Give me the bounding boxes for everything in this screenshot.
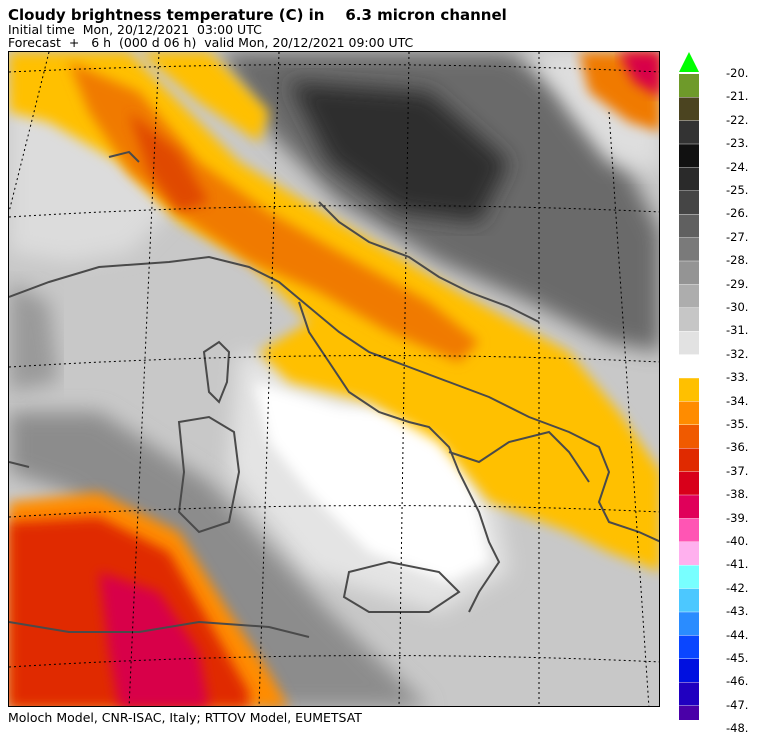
grey-band-west [9,282,59,392]
legend-label: -34. [726,393,749,408]
legend-label: -41. [726,557,749,572]
legend-label: -25. [726,183,749,197]
legend-swatch [679,144,699,168]
legend-swatch [679,74,699,97]
legend-label: -43. [726,604,749,619]
legend-swatch [679,659,699,682]
model-credit: Moloch Model, CNR-ISAC, Italy; RTTOV Mod… [8,710,362,725]
legend-label: -23. [726,136,749,151]
legend-label: -32. [726,346,749,361]
legend-label: -39. [726,510,749,525]
legend-label: -26. [726,206,749,221]
legend-label: -24. [726,159,749,174]
legend-swatch [679,378,699,402]
legend-swatch [679,120,699,144]
legend-label: -29. [726,276,749,291]
legend-label: -48. [726,721,749,735]
legend-swatch [679,261,699,285]
forecast-valid-time: Forecast + 6 h (000 d 06 h) valid Mon, 2… [8,35,414,50]
legend-label: -45. [726,651,749,665]
legend-swatch [679,308,699,331]
map-canvas [9,52,659,706]
legend-label: -31. [726,323,749,338]
legend-swatch [679,214,699,238]
legend-label: -46. [726,674,749,689]
legend-label: -21. [726,89,749,104]
legend-label: -20. [726,66,749,80]
legend-label: -35. [726,417,749,431]
legend-swatch [679,331,699,355]
warm-band-north [139,52,269,142]
legend-swatch [679,448,699,472]
legend-label: -27. [726,229,749,244]
light-area-west [9,82,179,262]
legend-label: -44. [726,627,749,642]
legend-label: -37. [726,463,749,478]
legend-swatch [679,191,699,214]
legend-swatch [679,354,699,378]
warm-band-inner [69,62,479,362]
legend-swatch [679,97,699,121]
legend-swatch [679,284,699,308]
legend-swatch [679,471,699,495]
legend-swatch [679,588,699,612]
legend-label: -36. [726,440,749,455]
legend-label: -28. [726,253,749,268]
initial-time: Initial time Mon, 20/12/2021 03:00 UTC [8,22,262,37]
legend-arrow-top [679,52,699,72]
color-scale-legend: -20. -21. -22. -23. -24. -25. -26. -27. -28. -29.… [676,50,760,735]
legend-label: -30. [726,300,749,314]
legend-label: -33. [726,370,749,385]
legend-swatch [679,705,699,720]
legend-label: -38. [726,487,749,502]
darkest-core-northeast [289,82,509,222]
legend-swatch [679,167,699,191]
legend-swatch [679,682,699,706]
legend-swatch [679,635,699,659]
legend-swatch [679,565,699,589]
coastlines [9,150,659,638]
grey-band-southwest [9,412,427,706]
cold-top-southwest-magenta [99,572,209,706]
legend-label: -22. [726,112,749,127]
legend-swatch [679,237,699,261]
legend-swatch [679,518,699,542]
legend-swatch [679,495,699,519]
color-scale-bar [679,52,699,720]
legend-swatch [679,612,699,636]
legend-swatch [679,542,699,565]
legend-swatch [679,425,699,448]
legend-label: -40. [726,534,749,548]
graticule [9,52,659,706]
legend-label: -47. [726,697,749,712]
chart-title: Cloudy brightness temperature (C) in 6.3… [8,6,507,24]
cold-top-northeast-core [619,52,659,96]
warm-band-core [129,112,209,212]
legend-swatch [679,401,699,425]
brightness-temperature-map [8,51,660,707]
legend-label: -42. [726,580,749,595]
